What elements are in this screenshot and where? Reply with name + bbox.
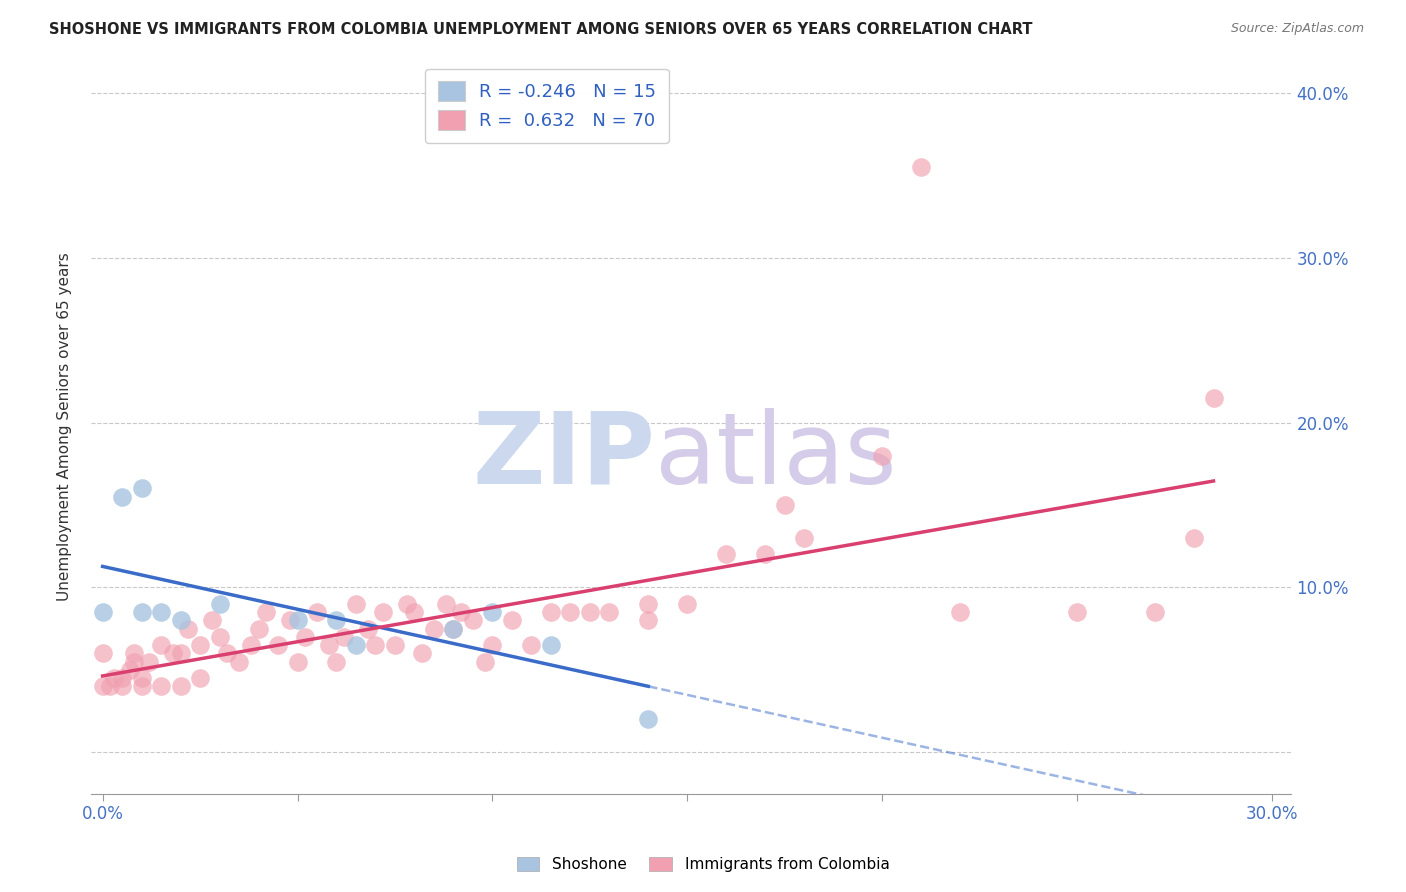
Legend: Shoshone, Immigrants from Colombia: Shoshone, Immigrants from Colombia (509, 849, 897, 880)
Y-axis label: Unemployment Among Seniors over 65 years: Unemployment Among Seniors over 65 years (58, 252, 72, 601)
Point (131, 671, 153, 685)
Point (254, 605, 277, 619)
Point (1066, 605, 1088, 619)
Point (520, 638, 543, 652)
Point (364, 638, 387, 652)
Point (434, 597, 457, 611)
Point (637, 597, 659, 611)
Point (150, 680, 173, 694)
Point (122, 655, 145, 669)
Point (91, 680, 114, 694)
Point (91, 605, 114, 619)
Point (267, 638, 290, 652)
Point (103, 671, 125, 685)
Point (637, 614, 659, 628)
Point (287, 655, 309, 669)
Text: Source: ZipAtlas.com: Source: ZipAtlas.com (1230, 22, 1364, 36)
Point (239, 638, 262, 652)
Point (1182, 531, 1205, 545)
Point (1144, 605, 1167, 619)
Point (287, 614, 309, 628)
Point (501, 614, 523, 628)
Point (357, 622, 380, 636)
Text: atlas: atlas (655, 408, 897, 505)
Point (441, 622, 464, 636)
Point (540, 605, 562, 619)
Legend: R = -0.246   N = 15, R =  0.632   N = 70: R = -0.246 N = 15, R = 0.632 N = 70 (425, 69, 669, 143)
Point (423, 622, 446, 636)
Point (474, 655, 496, 669)
Point (325, 655, 347, 669)
Point (118, 663, 141, 677)
Point (384, 638, 406, 652)
Point (411, 647, 433, 661)
Point (169, 614, 191, 628)
Point (111, 671, 134, 685)
Point (131, 605, 153, 619)
Point (333, 630, 356, 644)
Point (131, 482, 153, 496)
Point (188, 671, 211, 685)
Point (395, 597, 418, 611)
Point (138, 655, 160, 669)
Point (404, 605, 426, 619)
Point (318, 638, 340, 652)
Point (344, 638, 367, 652)
Point (1202, 391, 1225, 405)
Point (560, 605, 582, 619)
Point (910, 160, 932, 174)
Point (169, 647, 191, 661)
Point (716, 548, 738, 562)
Point (598, 605, 620, 619)
Point (754, 548, 776, 562)
Point (208, 630, 231, 644)
Point (162, 647, 184, 661)
Point (247, 622, 270, 636)
Point (201, 614, 224, 628)
Point (540, 638, 562, 652)
Point (481, 638, 503, 652)
Point (131, 680, 153, 694)
Point (773, 498, 796, 512)
Point (169, 680, 191, 694)
Point (111, 680, 134, 694)
Point (278, 614, 301, 628)
Point (91, 647, 114, 661)
Point (481, 605, 503, 619)
Point (228, 655, 250, 669)
Point (461, 614, 484, 628)
Point (217, 647, 239, 661)
Point (188, 638, 211, 652)
Point (579, 605, 602, 619)
Point (793, 531, 815, 545)
Point (150, 605, 173, 619)
Text: ZIP: ZIP (472, 408, 655, 505)
Point (637, 713, 659, 727)
Point (373, 605, 395, 619)
Text: SHOSHONE VS IMMIGRANTS FROM COLOMBIA UNEMPLOYMENT AMONG SENIORS OVER 65 YEARS CO: SHOSHONE VS IMMIGRANTS FROM COLOMBIA UNE… (49, 22, 1033, 37)
Point (100, 680, 122, 694)
Point (150, 638, 173, 652)
Point (441, 622, 464, 636)
Point (344, 597, 367, 611)
Point (111, 490, 134, 504)
Point (122, 647, 145, 661)
Point (450, 605, 472, 619)
Point (208, 597, 231, 611)
Point (949, 605, 972, 619)
Point (305, 605, 328, 619)
Point (325, 614, 347, 628)
Point (177, 622, 200, 636)
Point (870, 449, 893, 463)
Point (294, 630, 316, 644)
Point (676, 597, 699, 611)
